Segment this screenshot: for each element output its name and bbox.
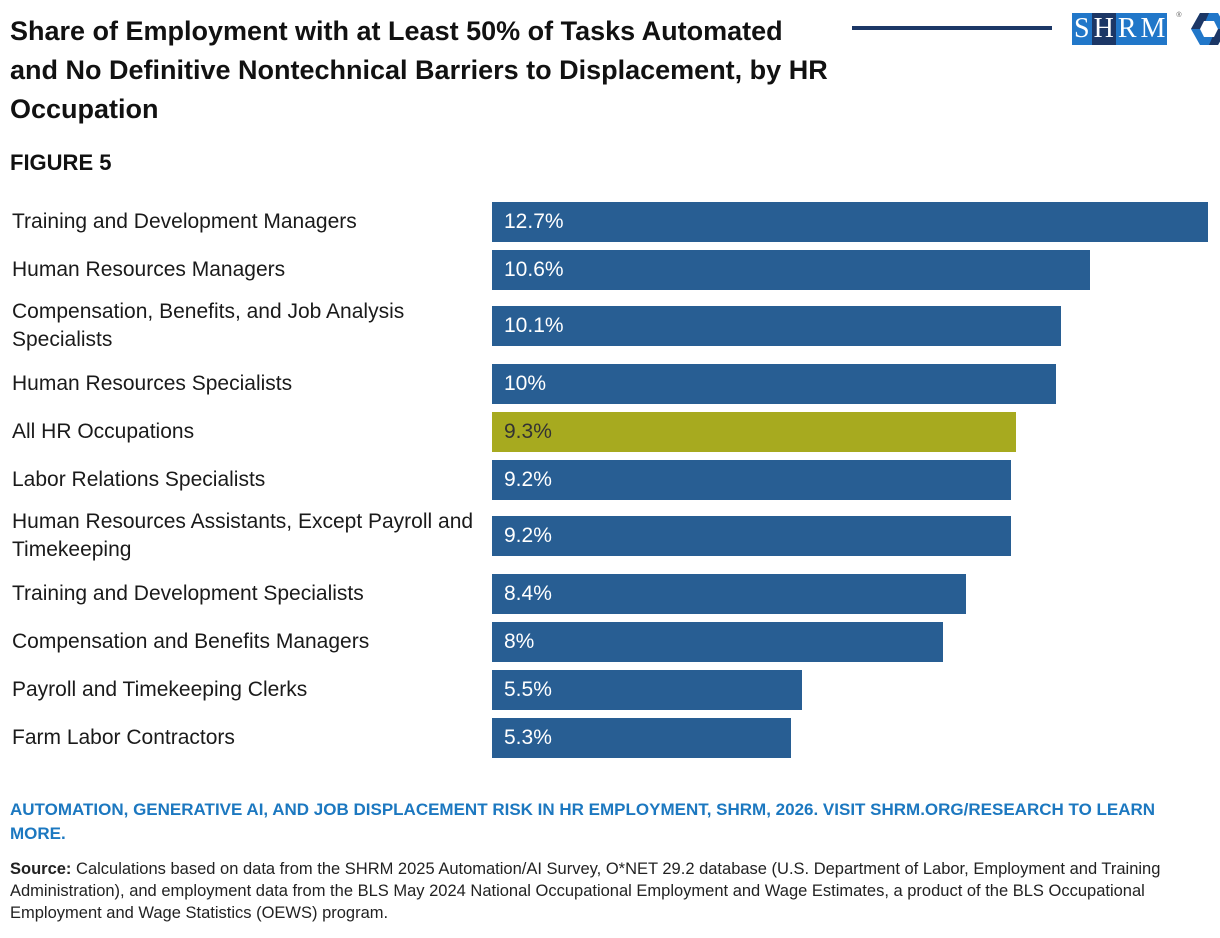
shrm-hexagon-icon	[1190, 13, 1220, 45]
category-label: Compensation and Benefits Managers	[12, 630, 370, 653]
source-text: Calculations based on data from the SHRM…	[10, 860, 1161, 922]
value-label: 9.3%	[504, 420, 552, 443]
bar-highlight: 9.3%	[492, 412, 1017, 452]
bar: 8.4%	[492, 574, 966, 614]
category-label: Training and Development Managers	[12, 210, 357, 233]
value-label: 9.2%	[504, 524, 552, 547]
category-label: Human Resources Assistants, Except Payro…	[12, 510, 474, 561]
source-note: Source: Calculations based on data from …	[10, 858, 1210, 924]
category-label: Labor Relations Specialists	[12, 468, 266, 491]
report-cta: AUTOMATION, GENERATIVE AI, AND JOB DISPL…	[10, 800, 1156, 843]
value-label: 10%	[504, 372, 547, 395]
value-label: 8%	[504, 630, 535, 653]
category-label: Payroll and Timekeeping Clerks	[12, 678, 308, 701]
chart-title: Share of Employment with at Least 50% of…	[10, 16, 828, 124]
value-label: 5.5%	[504, 678, 552, 701]
bar: 12.7%	[492, 202, 1208, 242]
bar: 10%	[492, 364, 1056, 404]
bar: 5.3%	[492, 718, 791, 758]
bar: 5.5%	[492, 670, 803, 710]
category-label: Training and Development Specialists	[12, 582, 364, 605]
value-label: 8.4%	[504, 582, 552, 605]
bar: 10.6%	[492, 250, 1090, 290]
bar: 10.1%	[492, 306, 1062, 346]
value-label: 5.3%	[504, 726, 552, 749]
bar: 8%	[492, 622, 944, 662]
figure-label: FIGURE 5	[10, 150, 112, 175]
category-label: All HR Occupations	[12, 420, 195, 443]
value-label: 9.2%	[504, 468, 552, 491]
header-rule	[852, 26, 1052, 30]
value-label: 10.1%	[504, 314, 564, 337]
source-label: Source:	[10, 860, 72, 878]
value-label: 12.7%	[504, 210, 564, 233]
category-label: Human Resources Specialists	[12, 372, 293, 395]
category-label: Human Resources Managers	[12, 258, 286, 281]
bar: 9.2%	[492, 516, 1011, 556]
category-label: Farm Labor Contractors	[12, 726, 235, 749]
bar: 9.2%	[492, 460, 1011, 500]
category-label: Compensation, Benefits, and Job Analysis…	[12, 300, 405, 351]
value-label: 10.6%	[504, 258, 564, 281]
